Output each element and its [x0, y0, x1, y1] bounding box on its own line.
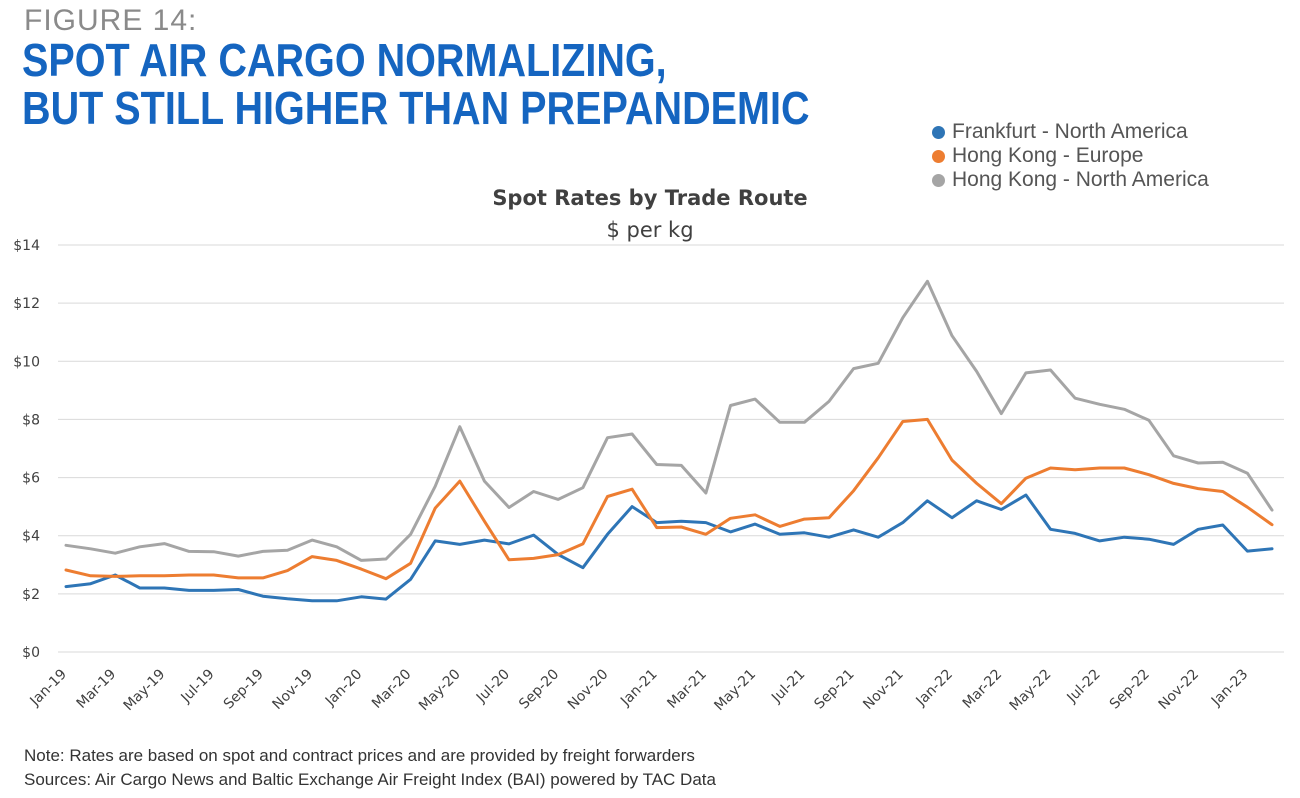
- x-tick-label: Jan-23: [1208, 666, 1251, 709]
- x-tick-label: Jan-22: [913, 666, 956, 709]
- figure-label: FIGURE 14:: [24, 4, 198, 37]
- legend-item-hong-kong-north-america: Hong Kong - North America: [932, 168, 1209, 192]
- chart-sources: Sources: Air Cargo News and Baltic Excha…: [24, 770, 716, 789]
- grid-lines: [58, 244, 1284, 653]
- y-tick-label: $0: [22, 645, 40, 661]
- x-tick-label: Jan-21: [617, 666, 660, 709]
- y-tick-label: $6: [22, 471, 40, 487]
- y-tick-label: $14: [13, 238, 40, 254]
- legend-label-hong-kong-north-america: Hong Kong - North America: [952, 168, 1209, 191]
- series-lines: [64, 279, 1274, 603]
- x-tick-label: Jul-21: [768, 666, 808, 706]
- series-line-hong-kong-north-america: [64, 279, 1274, 562]
- legend-item-frankfurt-north-america: Frankfurt - North America: [932, 120, 1209, 144]
- x-tick-label: Nov-20: [565, 666, 612, 713]
- headline-line-1: SPOT AIR CARGO NORMALIZING,: [22, 34, 667, 86]
- legend-dot-hong-kong-north-america: [932, 173, 945, 187]
- y-tick-label: $8: [22, 412, 40, 428]
- x-tick-label: May-22: [1007, 666, 1055, 714]
- x-tick-label: Mar-19: [74, 666, 120, 712]
- y-tick-label: $2: [22, 587, 40, 603]
- x-tick-label: Jul-20: [473, 666, 513, 706]
- x-tick-label: May-20: [416, 666, 464, 714]
- x-tick-label: Jul-22: [1064, 666, 1104, 706]
- chart-title: Spot Rates by Trade Route: [492, 186, 808, 210]
- legend-item-hong-kong-europe: Hong Kong - Europe: [932, 144, 1209, 168]
- headline: SPOT AIR CARGO NORMALIZING, BUT STILL HI…: [22, 36, 810, 132]
- x-tick-label: Sep-21: [811, 666, 857, 712]
- x-tick-label: Sep-22: [1107, 666, 1153, 712]
- x-tick-label: Jan-19: [27, 666, 70, 709]
- x-tick-label: Nov-21: [860, 666, 907, 713]
- chart-legend: Frankfurt - North America Hong Kong - Eu…: [932, 120, 1209, 192]
- legend-label-frankfurt-north-america: Frankfurt - North America: [952, 120, 1188, 143]
- y-tick-label: $4: [22, 529, 40, 545]
- headline-line-2: BUT STILL HIGHER THAN PREPANDEMIC: [22, 82, 810, 134]
- chart-subtitle: $ per kg: [606, 218, 694, 242]
- legend-dot-hong-kong-europe: [932, 149, 945, 163]
- x-tick-label: Sep-19: [221, 666, 267, 712]
- x-tick-label: May-19: [121, 666, 169, 714]
- legend-label-hong-kong-europe: Hong Kong - Europe: [952, 144, 1144, 167]
- y-tick-label: $12: [13, 296, 40, 312]
- legend-dot-frankfurt-north-america: [932, 125, 945, 139]
- x-tick-label: Mar-22: [960, 666, 1006, 712]
- x-tick-label: Sep-20: [516, 666, 562, 712]
- x-axis-tick-labels: Jan-19 Mar-19 May-19 Jul-19 Sep-19 Nov-19 Jan-…: [27, 666, 1252, 714]
- x-tick-label: Jul-19: [178, 666, 218, 706]
- x-tick-label: Mar-20: [369, 666, 415, 712]
- x-tick-label: Nov-19: [270, 666, 317, 713]
- x-tick-label: Jan-20: [322, 666, 365, 709]
- series-line-frankfurt-north-america: [64, 493, 1274, 603]
- chart-note: Note: Rates are based on spot and contra…: [24, 746, 695, 765]
- series-line-hong-kong-europe: [64, 417, 1274, 581]
- x-tick-label: Nov-22: [1156, 666, 1203, 713]
- y-tick-label: $10: [13, 354, 40, 370]
- x-tick-label: May-21: [711, 666, 759, 714]
- x-tick-label: Mar-21: [664, 666, 710, 712]
- y-axis-tick-labels: $0 $2 $4 $6 $8 $10 $12 $14: [13, 238, 40, 661]
